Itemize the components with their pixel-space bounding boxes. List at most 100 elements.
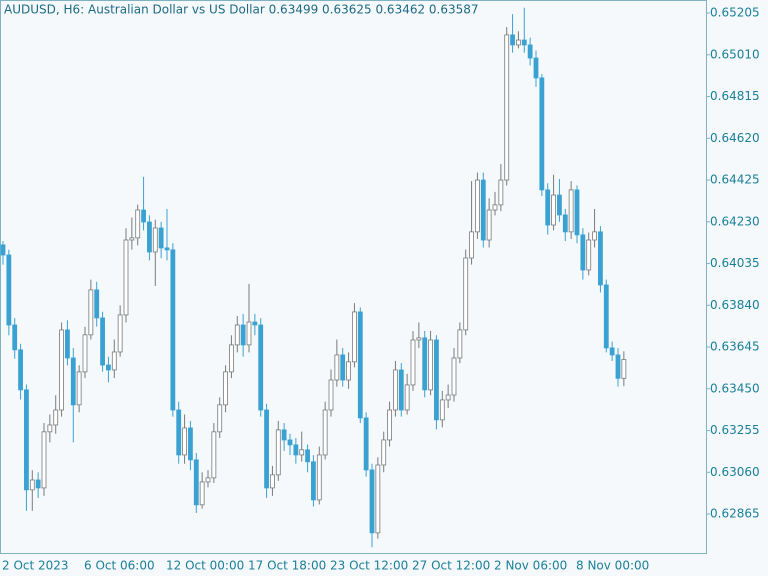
candle-body (41, 431, 47, 489)
y-tick-label: 0.63645 (710, 340, 760, 354)
candle-body (363, 417, 369, 471)
candle-body (404, 384, 410, 411)
y-tick-label: 0.63840 (710, 298, 760, 312)
candle-body (94, 289, 100, 319)
candle-body (293, 444, 299, 456)
candle-body (445, 394, 451, 401)
candle-body (182, 427, 187, 456)
candle-body (480, 179, 486, 241)
candle-body (147, 221, 152, 253)
candle-body (562, 214, 568, 233)
candle-body (381, 439, 387, 466)
candle-body (193, 459, 199, 506)
candle-body (551, 194, 556, 226)
y-tick-label: 0.64035 (710, 256, 760, 270)
y-tick-label: 0.63255 (710, 423, 760, 437)
candle-body (316, 454, 322, 501)
candle-body (504, 34, 510, 181)
candle-body (533, 57, 539, 79)
candle-body (217, 404, 223, 433)
candle-body (469, 231, 474, 259)
candle-body (434, 339, 439, 421)
y-tick-label: 0.64425 (710, 173, 760, 187)
candle-body (24, 389, 29, 491)
candle-body (199, 481, 205, 506)
candle-body (592, 231, 597, 241)
y-tick-label: 0.65010 (710, 47, 760, 61)
x-tick-label: 12 Oct 00:00 (166, 559, 244, 573)
candle-body (334, 354, 340, 381)
candle-body (486, 209, 492, 241)
y-tick-label: 0.64815 (710, 89, 760, 103)
candle-body (188, 427, 193, 461)
candle-body (176, 409, 182, 456)
candle-body (527, 44, 533, 59)
candle-body (76, 371, 82, 406)
candle-body (492, 204, 498, 211)
candle-body (340, 354, 346, 381)
candle-body (234, 324, 240, 346)
candle-body (539, 77, 545, 191)
x-tick-label: 2 Oct 2023 (2, 559, 69, 573)
candle-body (457, 329, 463, 359)
candle-body (451, 357, 457, 396)
candle-body (557, 194, 562, 216)
candle-body (516, 39, 521, 46)
candle-body (281, 429, 287, 441)
candle-body (82, 334, 88, 373)
candle-body (615, 354, 621, 379)
candle-body (252, 321, 258, 326)
candle-body (88, 289, 94, 336)
candle-body (53, 409, 59, 426)
candle-body (574, 189, 580, 236)
candle-body (287, 439, 293, 446)
candle-body (106, 364, 111, 371)
candle-body (422, 337, 428, 391)
y-tick-label: 0.63060 (710, 465, 760, 479)
x-tick-label: 2 Nov 06:00 (494, 559, 567, 573)
candle-body (123, 239, 129, 316)
x-tick-label: 6 Oct 06:00 (84, 559, 155, 573)
candle-body (6, 254, 12, 326)
candle-body (18, 349, 23, 391)
x-tick-label: 27 Oct 12:00 (412, 559, 490, 573)
candle-body (375, 464, 381, 534)
candle-body (117, 314, 123, 353)
candle-body (475, 179, 480, 233)
candle-body (111, 351, 117, 371)
candle-body (545, 189, 551, 226)
candle-body (521, 39, 527, 46)
y-tick-label: 0.63450 (710, 381, 760, 395)
candle-body (0, 244, 6, 256)
candle-body (170, 249, 176, 411)
candle-body (164, 247, 170, 251)
candle-body (270, 474, 275, 489)
candle-body (416, 337, 422, 341)
candle-body (439, 399, 445, 421)
candle-body (369, 469, 375, 534)
candle-body (510, 34, 515, 46)
y-tick-label: 0.64620 (710, 131, 760, 145)
candle-body (152, 227, 158, 253)
candle-body (305, 449, 310, 463)
candle-body (135, 209, 141, 239)
candle-body (586, 239, 592, 271)
candle-body (246, 321, 252, 346)
candle-body (100, 317, 105, 366)
y-tick-label: 0.65205 (710, 6, 760, 20)
candle-body (205, 477, 211, 483)
candle-body (346, 361, 351, 381)
candle-body (393, 369, 398, 411)
chart-title: AUDUSD, H6: Australian Dollar vs US Doll… (4, 3, 479, 17)
candle-body (621, 359, 627, 379)
candle-body (410, 339, 416, 386)
plot-frame (0, 0, 707, 554)
candle-body (47, 424, 53, 433)
candle-body (65, 329, 70, 359)
candle-body (428, 339, 433, 391)
candle-body (568, 189, 574, 233)
candle-body (223, 371, 228, 406)
candle-body (240, 324, 246, 346)
y-tick-label: 0.64230 (710, 214, 760, 228)
